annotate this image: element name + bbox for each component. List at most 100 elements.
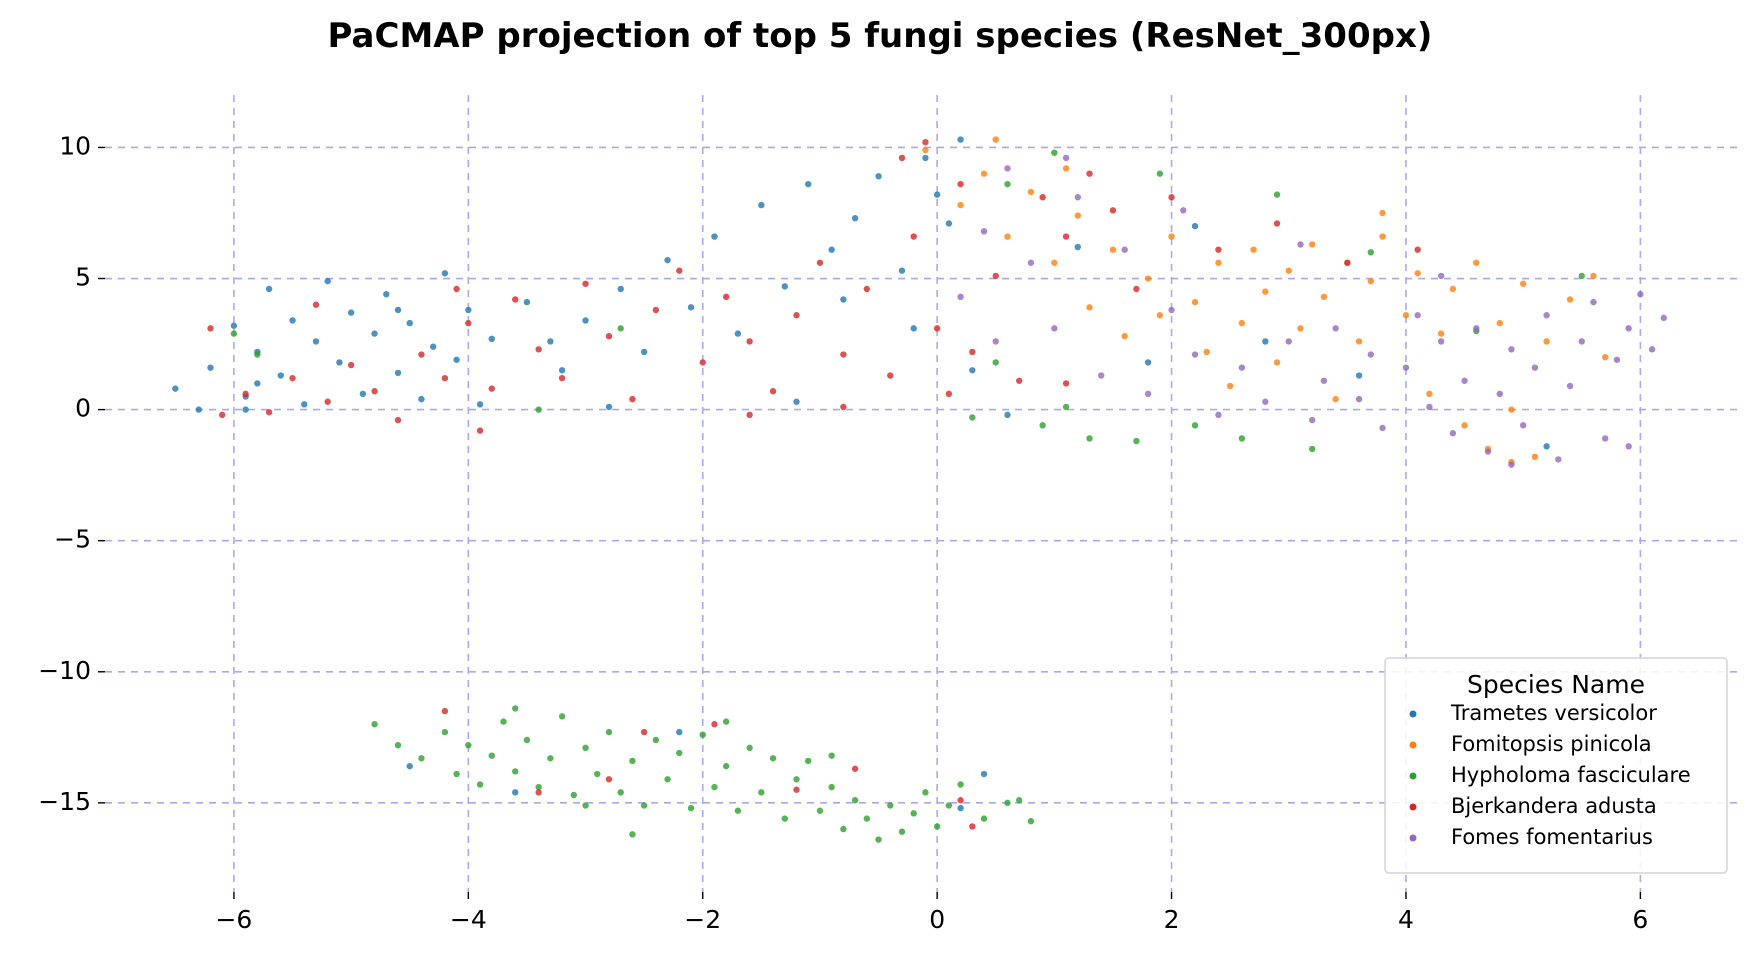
scatter-point xyxy=(1168,233,1175,240)
scatter-point xyxy=(1578,272,1585,280)
scatter-point xyxy=(617,325,624,332)
scatter-point xyxy=(1051,325,1058,332)
scatter-point xyxy=(1519,280,1527,287)
scatter-point xyxy=(1156,170,1164,177)
scatter-point xyxy=(1297,325,1304,332)
scatter-point xyxy=(265,285,273,293)
scatter-point xyxy=(441,728,449,736)
scatter-point xyxy=(535,406,542,413)
scatter-point xyxy=(640,802,648,809)
scatter-point xyxy=(512,789,519,796)
scatter-point xyxy=(1004,233,1011,240)
scatter-point xyxy=(676,267,683,274)
legend: Species Name Trametes versicolor Fomitops… xyxy=(1384,657,1728,874)
scatter-point xyxy=(969,414,976,421)
scatter-point xyxy=(1355,395,1363,403)
scatter-point xyxy=(371,721,378,728)
scatter-point xyxy=(1320,293,1328,301)
scatter-point xyxy=(1133,285,1140,293)
scatter-point xyxy=(1367,249,1375,256)
y-tick-label: −5 xyxy=(54,525,91,554)
scatter-point xyxy=(535,783,542,791)
scatter-point xyxy=(582,744,589,752)
scatter-point xyxy=(383,291,390,298)
scatter-point xyxy=(1074,212,1081,219)
scatter-point xyxy=(1414,312,1421,319)
scatter-point xyxy=(957,797,964,804)
scatter-point xyxy=(840,825,847,833)
scatter-point xyxy=(1250,246,1257,253)
scatter-point xyxy=(582,802,589,809)
scatter-point xyxy=(1437,272,1445,280)
scatter-point xyxy=(945,220,953,227)
scatter-point xyxy=(476,427,484,434)
scatter-point xyxy=(1285,338,1292,345)
legend-marker xyxy=(1409,741,1417,749)
series-fomitopsis-pinicola xyxy=(922,136,1609,466)
scatter-point xyxy=(558,367,566,374)
scatter-point xyxy=(558,713,566,720)
scatter-point xyxy=(629,395,636,403)
scatter-point xyxy=(1402,364,1410,371)
scatter-point xyxy=(687,304,695,311)
scatter-point xyxy=(933,325,941,332)
scatter-point xyxy=(1039,422,1046,429)
scatter-point xyxy=(1508,346,1515,353)
scatter-point xyxy=(840,296,847,303)
legend-label: Trametes versicolor xyxy=(1450,701,1657,725)
scatter-point xyxy=(1437,330,1445,337)
scatter-point xyxy=(652,306,660,314)
scatter-point xyxy=(1004,165,1011,172)
scatter-point xyxy=(1344,259,1351,266)
scatter-point xyxy=(1051,259,1058,266)
scatter-point xyxy=(394,741,402,749)
scatter-point xyxy=(547,755,554,762)
scatter-point xyxy=(1062,154,1070,162)
scatter-point xyxy=(898,154,906,162)
scatter-point xyxy=(594,770,601,778)
scatter-point xyxy=(1637,291,1644,298)
legend-box xyxy=(1384,657,1728,874)
scatter-point xyxy=(207,325,214,332)
scatter-point xyxy=(289,374,296,382)
scatter-point xyxy=(1473,325,1480,332)
scatter-point xyxy=(969,367,976,374)
scatter-point xyxy=(1309,241,1316,248)
scatter-point xyxy=(312,338,320,345)
scatter-point xyxy=(1226,382,1234,390)
scatter-point xyxy=(875,173,882,180)
scatter-point xyxy=(1180,207,1187,214)
scatter-point xyxy=(441,374,449,382)
scatter-point xyxy=(1309,445,1316,453)
scatter-point xyxy=(980,228,988,235)
scatter-point xyxy=(1625,325,1632,332)
legend-label: Fomes fomentarius xyxy=(1451,825,1653,849)
scatter-point xyxy=(992,272,999,280)
series-hypholoma-fasciculare xyxy=(230,149,1585,843)
scatter-point xyxy=(1449,285,1457,293)
scatter-point xyxy=(769,755,777,762)
scatter-point xyxy=(828,246,835,253)
scatter-point xyxy=(957,804,964,812)
scatter-point xyxy=(1543,443,1550,450)
scatter-point xyxy=(1379,209,1386,217)
scatter-point xyxy=(746,411,753,419)
scatter-point xyxy=(1484,448,1492,455)
scatter-point xyxy=(687,804,695,812)
scatter-point xyxy=(769,388,777,395)
scatter-point xyxy=(1285,267,1292,274)
scatter-point xyxy=(793,398,800,405)
series-bjerkandera-adusta xyxy=(207,138,1421,830)
scatter-point xyxy=(957,781,964,788)
scatter-point xyxy=(887,372,894,379)
scatter-point xyxy=(254,380,261,387)
legend-marker xyxy=(1409,772,1417,780)
scatter-point xyxy=(910,233,917,240)
scatter-point xyxy=(1426,390,1433,398)
y-tick-label: −15 xyxy=(38,787,91,816)
scatter-point xyxy=(722,762,730,770)
scatter-point xyxy=(1332,395,1339,403)
scatter-point xyxy=(1109,207,1117,214)
scatter-point xyxy=(371,388,378,395)
scatter-point xyxy=(1062,233,1070,240)
